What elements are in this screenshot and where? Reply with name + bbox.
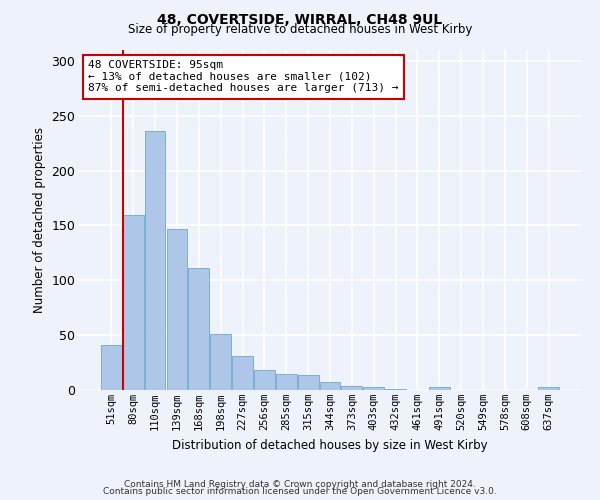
Bar [298, 374, 319, 390]
Text: Size of property relative to detached houses in West Kirby: Size of property relative to detached ho… [128, 22, 472, 36]
Bar [320, 382, 340, 390]
Bar [210, 334, 231, 390]
Bar [232, 356, 253, 390]
Bar [341, 386, 362, 390]
Bar [167, 229, 187, 390]
X-axis label: Distribution of detached houses by size in West Kirby: Distribution of detached houses by size … [172, 438, 488, 452]
Text: 48 COVERTSIDE: 95sqm
← 13% of detached houses are smaller (102)
87% of semi-deta: 48 COVERTSIDE: 95sqm ← 13% of detached h… [88, 60, 398, 94]
Bar [254, 370, 275, 390]
Bar [385, 389, 406, 390]
Y-axis label: Number of detached properties: Number of detached properties [33, 127, 46, 313]
Bar [276, 374, 296, 390]
Bar [123, 214, 143, 390]
Bar [145, 131, 166, 390]
Text: Contains HM Land Registry data © Crown copyright and database right 2024.: Contains HM Land Registry data © Crown c… [124, 480, 476, 489]
Bar [538, 386, 559, 390]
Text: 48, COVERTSIDE, WIRRAL, CH48 9UL: 48, COVERTSIDE, WIRRAL, CH48 9UL [157, 12, 443, 26]
Bar [364, 386, 384, 390]
Bar [101, 345, 122, 390]
Bar [188, 268, 209, 390]
Text: Contains public sector information licensed under the Open Government Licence v3: Contains public sector information licen… [103, 487, 497, 496]
Bar [429, 386, 450, 390]
